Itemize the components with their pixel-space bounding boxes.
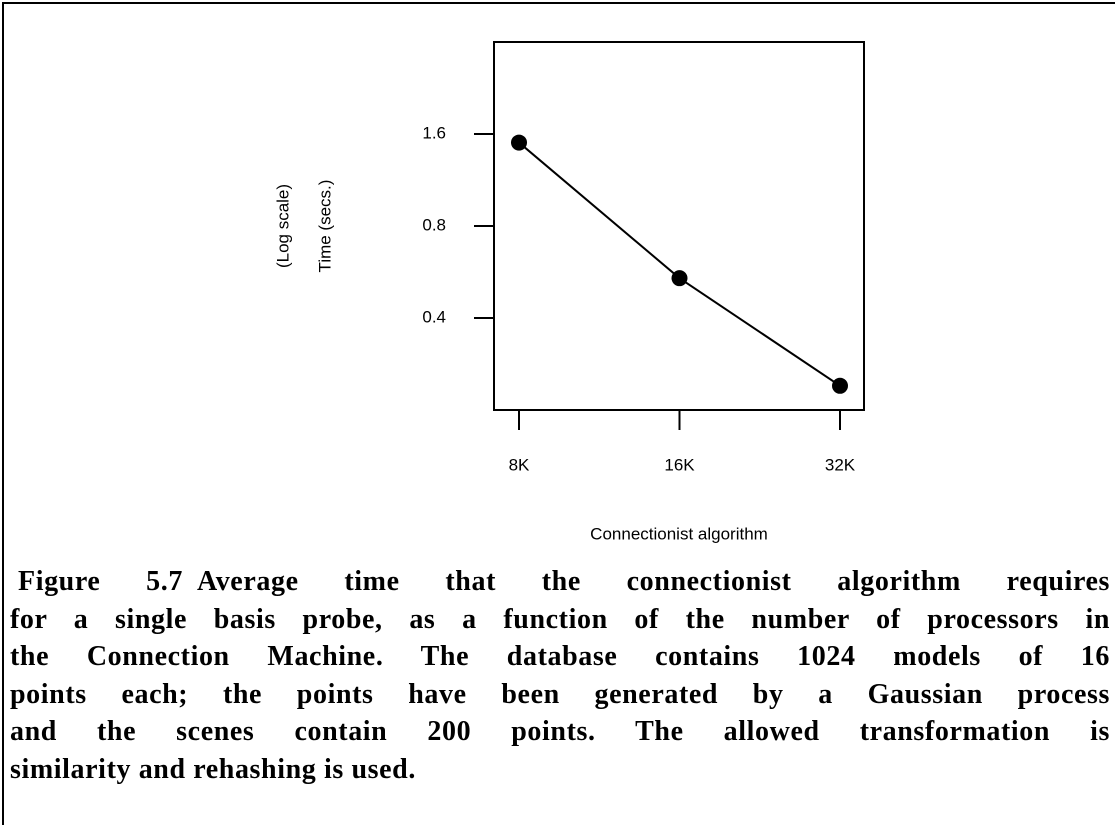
y-tick-label: 1.6 bbox=[422, 123, 446, 142]
y-tick-label: 0.8 bbox=[422, 215, 446, 234]
chart: Connectionist algorithm Time (secs.) (Lo… bbox=[273, 41, 865, 543]
caption-line: points each; the points have been genera… bbox=[10, 676, 1110, 714]
caption: Figure 5.7 Average time that the connecti… bbox=[10, 563, 1110, 788]
caption-text: for a single basis probe, as a function … bbox=[10, 603, 1110, 635]
caption-label: Figure 5.7 bbox=[18, 566, 183, 597]
x-tick-label: 32K bbox=[825, 455, 856, 474]
caption-text: points each; the points have been genera… bbox=[10, 678, 1110, 710]
y-axis-label: Time (secs.) bbox=[315, 180, 334, 273]
caption-text: similarity and rehashing is used. bbox=[10, 753, 416, 785]
data-point bbox=[511, 134, 527, 151]
data-point bbox=[671, 270, 688, 287]
x-tick-label: 8K bbox=[509, 455, 530, 474]
caption-line: for a single basis probe, as a function … bbox=[10, 601, 1110, 639]
x-tick-label: 16K bbox=[664, 455, 695, 474]
plot-frame bbox=[493, 41, 865, 411]
caption-line: and the scenes contain 200 points. The a… bbox=[10, 713, 1110, 751]
y-tick-label: 0.4 bbox=[422, 307, 446, 326]
caption-text: Average time that the connectionist algo… bbox=[196, 566, 1110, 597]
data-line bbox=[518, 141, 841, 387]
caption-text: and the scenes contain 200 points. The a… bbox=[10, 716, 1110, 747]
caption-line: the Connection Machine. The database con… bbox=[10, 638, 1110, 676]
caption-line: Figure 5.7 Average time that the connecti… bbox=[10, 563, 1110, 601]
x-axis-label: Connectionist algorithm bbox=[590, 524, 768, 543]
caption-text: the Connection Machine. The database con… bbox=[10, 641, 1110, 672]
caption-line: similarity and rehashing is used. bbox=[10, 751, 1110, 789]
y-axis-note: (Log scale) bbox=[273, 184, 292, 268]
data-point bbox=[832, 377, 848, 394]
